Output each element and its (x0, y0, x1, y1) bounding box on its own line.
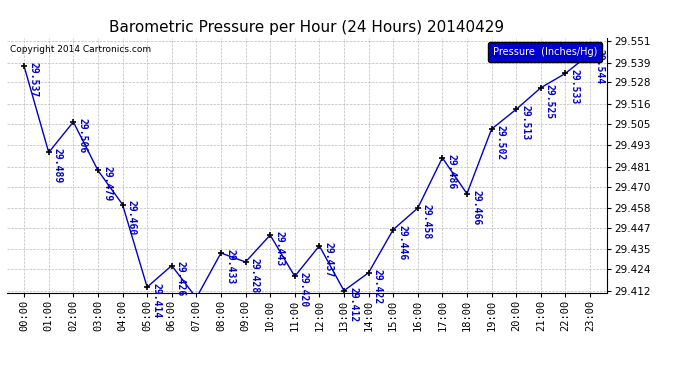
Text: 29.412: 29.412 (348, 286, 358, 322)
Text: 29.422: 29.422 (373, 268, 383, 304)
Text: 29.537: 29.537 (28, 62, 38, 98)
Legend: Pressure  (Inches/Hg): Pressure (Inches/Hg) (489, 42, 602, 62)
Text: 29.466: 29.466 (471, 190, 481, 225)
Text: 29.426: 29.426 (176, 261, 186, 297)
Text: 29.513: 29.513 (520, 105, 531, 140)
Text: 29.502: 29.502 (495, 125, 506, 160)
Text: 29.437: 29.437 (324, 242, 333, 277)
Text: 29.428: 29.428 (250, 258, 259, 293)
Text: 29.489: 29.489 (53, 148, 63, 183)
Text: 29.479: 29.479 (102, 166, 112, 201)
Text: 29.533: 29.533 (569, 69, 580, 105)
Text: 29.525: 29.525 (545, 84, 555, 119)
Text: Copyright 2014 Cartronics.com: Copyright 2014 Cartronics.com (10, 45, 151, 54)
Text: 29.486: 29.486 (446, 154, 457, 189)
Title: Barometric Pressure per Hour (24 Hours) 20140429: Barometric Pressure per Hour (24 Hours) … (110, 20, 504, 35)
Text: 29.420: 29.420 (299, 272, 309, 308)
Text: 29.460: 29.460 (127, 200, 137, 236)
Text: 29.414: 29.414 (151, 283, 161, 318)
Text: 29.443: 29.443 (275, 231, 284, 266)
Text: 29.446: 29.446 (397, 225, 407, 261)
Text: 29.544: 29.544 (594, 50, 604, 85)
Text: 29.506: 29.506 (77, 118, 88, 153)
Text: 29.433: 29.433 (225, 249, 235, 284)
Text: 29.458: 29.458 (422, 204, 432, 239)
Text: 29.408: 29.408 (0, 374, 1, 375)
